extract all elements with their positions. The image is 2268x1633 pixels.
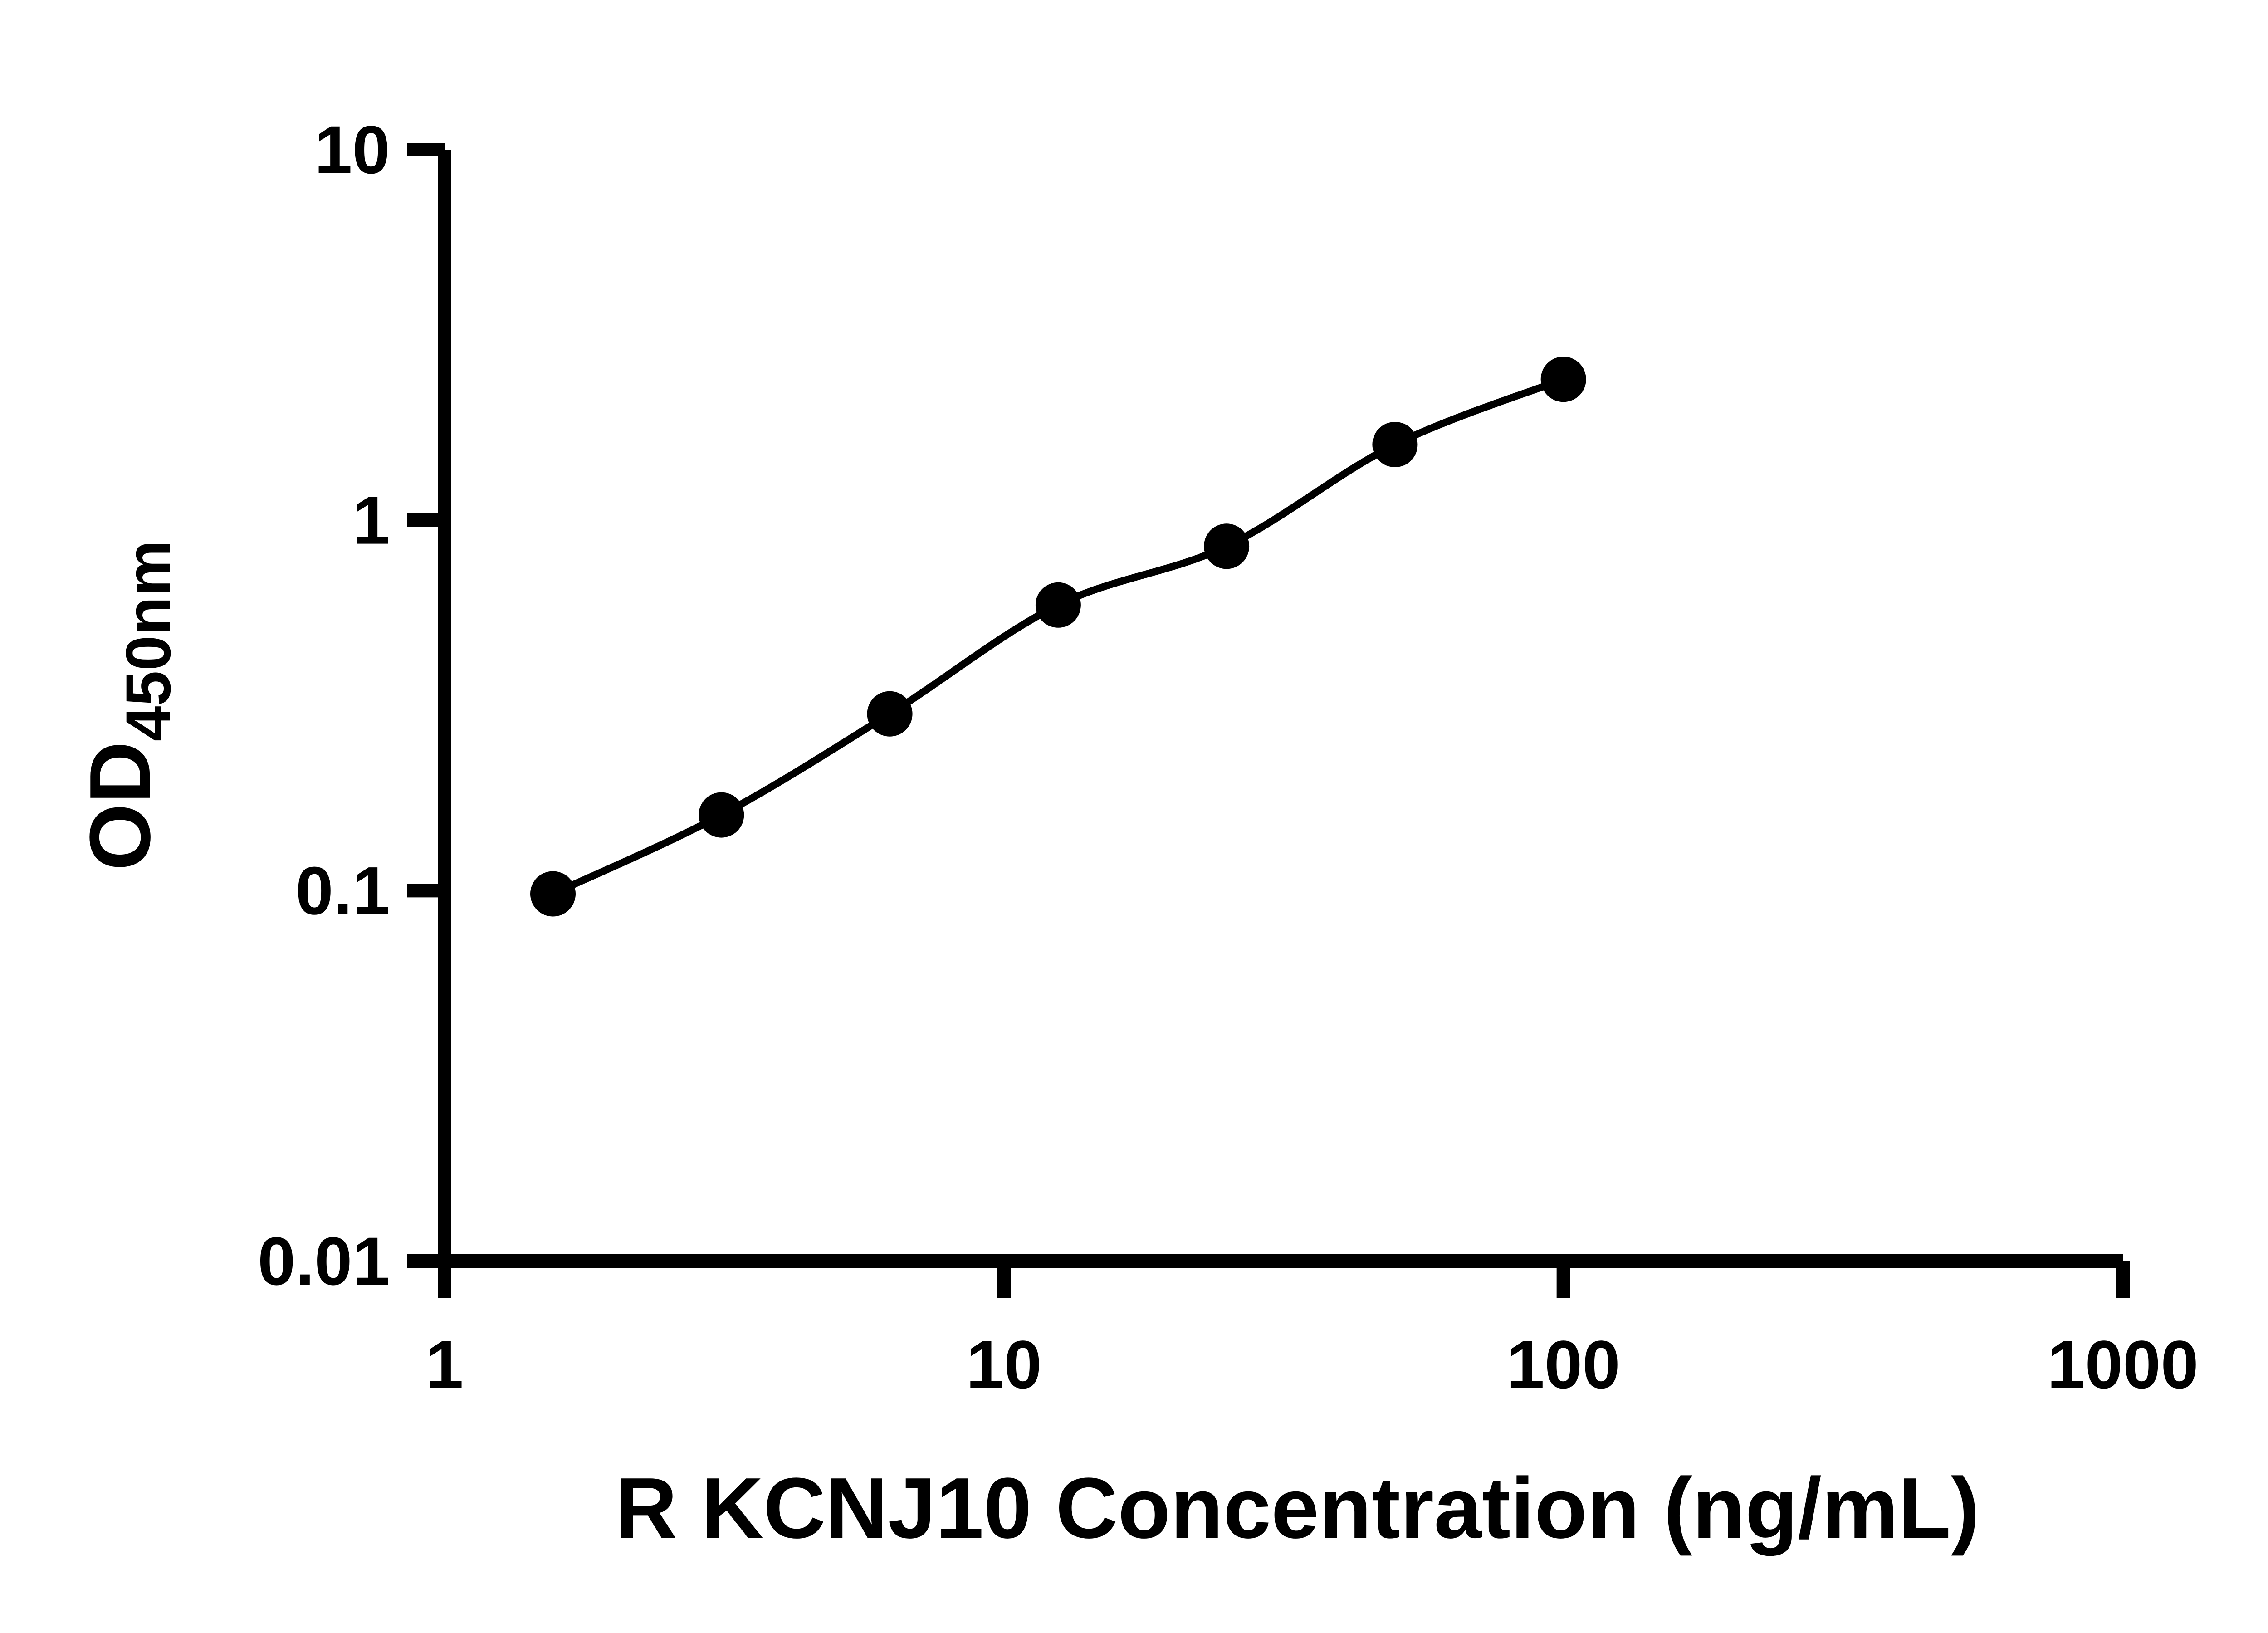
data-point-marker [1035, 582, 1081, 628]
data-point-marker [699, 792, 744, 838]
axis-spine [438, 150, 2123, 1268]
data-point-marker [1540, 357, 1586, 402]
points-group [530, 357, 1586, 917]
x-tick-label: 10 [966, 1326, 1042, 1403]
data-point-marker [867, 691, 913, 737]
x-tick-label: 1000 [2047, 1326, 2199, 1403]
y-tick-label: 0.1 [295, 852, 390, 929]
y-axis-title-sub: 450nm [112, 540, 184, 742]
data-point-marker [530, 871, 576, 917]
y-tick-label: 10 [314, 112, 390, 188]
data-point-marker [1204, 523, 1250, 569]
x-tick-label: 100 [1507, 1326, 1620, 1403]
y-axis-title: OD450nm [72, 540, 184, 871]
ticks-group [407, 143, 2130, 1298]
x-tick-label: 1 [425, 1326, 463, 1403]
y-tick-label: 1 [352, 482, 390, 558]
tick-labels-group: 1 10 100 1000 10 1 0.1 0.01 [258, 112, 2199, 1403]
data-point-marker [1372, 422, 1418, 467]
axes-group [438, 150, 2123, 1268]
y-tick-label: 0.01 [258, 1223, 390, 1299]
y-axis-title-main: OD [72, 741, 168, 870]
x-axis-title: R KCNJ10 Concentration (ng/mL) [615, 1460, 1980, 1556]
